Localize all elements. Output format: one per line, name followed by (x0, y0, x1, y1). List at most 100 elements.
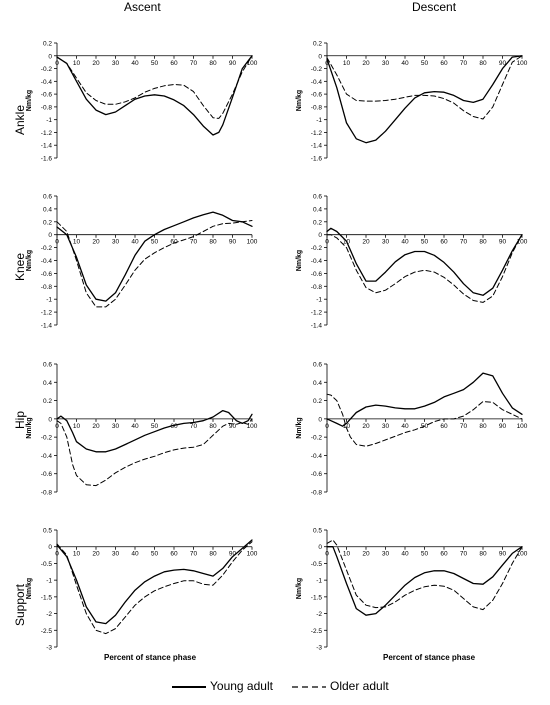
x-tick-label-knee-ascent: 50 (151, 239, 159, 246)
y-tick-label-hip-ascent: -0.6 (41, 471, 53, 478)
y-tick-label-support-ascent: -2.5 (41, 628, 53, 635)
y-tick-label-ankle-ascent: -1.6 (41, 156, 53, 163)
y-tick-label-support-ascent: 0.5 (43, 528, 52, 535)
x-tick-label-knee-descent: 90 (499, 239, 507, 246)
x-tick-label-knee-ascent: 100 (247, 239, 258, 246)
y-tick-label-support-ascent: 0 (48, 544, 52, 551)
y-tick-label-support-descent: -1 (316, 578, 322, 585)
x-tick-label-ankle-descent: 50 (421, 60, 429, 67)
x-tick-label-knee-descent: 80 (479, 239, 487, 246)
x-tick-label-support-descent: 40 (401, 551, 409, 558)
y-tick-label-hip-descent: -0.4 (311, 453, 323, 460)
y-tick-label-ankle-descent: -0.2 (311, 66, 323, 73)
y-tick-label-support-descent: -2.5 (311, 628, 323, 635)
y-tick-label-support-ascent: -1 (46, 578, 52, 585)
y-tick-label-knee-descent: -0.2 (311, 245, 323, 252)
x-tick-label-support-ascent: 90 (229, 551, 237, 558)
x-tick-label-support-ascent: 80 (209, 551, 217, 558)
y-tick-label-knee-descent: -0.8 (311, 284, 323, 291)
y-tick-label-support-descent: -1.5 (311, 594, 323, 601)
legend-solid-line-icon (172, 686, 206, 688)
y-tick-label-ankle-descent: 0 (318, 53, 322, 60)
y-tick-label-knee-descent: -0.6 (311, 271, 323, 278)
x-axis-title-ascent: Percent of stance phase (104, 653, 197, 662)
y-tick-label-knee-ascent: -1.4 (41, 323, 53, 330)
x-tick-label-knee-descent: 100 (517, 239, 528, 246)
x-tick-label-hip-descent: 30 (382, 423, 390, 430)
x-tick-label-hip-ascent: 0 (55, 423, 59, 430)
x-tick-label-hip-ascent: 50 (151, 423, 159, 430)
x-tick-label-ankle-ascent: 70 (190, 60, 198, 67)
y-tick-label-hip-ascent: 0.6 (43, 362, 52, 369)
x-tick-label-hip-descent: 20 (362, 423, 370, 430)
y-tick-label-ankle-ascent: 0.2 (43, 41, 52, 48)
x-tick-label-ankle-descent: 20 (362, 60, 370, 67)
x-tick-label-support-descent: 70 (460, 551, 468, 558)
y-tick-label-ankle-descent: -0.4 (311, 79, 323, 86)
x-tick-label-knee-ascent: 10 (73, 239, 81, 246)
y-tick-label-ankle-descent: -0.6 (311, 92, 323, 99)
x-tick-label-knee-descent: 20 (362, 239, 370, 246)
x-tick-label-support-ascent: 20 (92, 551, 100, 558)
x-tick-label-support-descent: 90 (499, 551, 507, 558)
x-tick-label-ankle-ascent: 100 (247, 60, 258, 67)
x-tick-label-knee-descent: 70 (460, 239, 468, 246)
x-tick-label-hip-descent: 80 (479, 423, 487, 430)
legend-label-older: Older adult (330, 679, 389, 693)
y-tick-label-ankle-descent: -1.6 (311, 156, 323, 163)
x-tick-label-ankle-ascent: 60 (170, 60, 178, 67)
x-tick-label-knee-ascent: 0 (55, 239, 59, 246)
x-tick-label-hip-ascent: 60 (170, 423, 178, 430)
x-tick-label-knee-descent: 60 (440, 239, 448, 246)
y-tick-label-ankle-descent: -1.4 (311, 143, 323, 150)
series-line-older-hip-descent (326, 393, 523, 447)
x-tick-label-ankle-ascent: 10 (73, 60, 81, 67)
y-tick-label-hip-ascent: 0.2 (43, 398, 52, 405)
x-tick-label-support-descent: 100 (517, 551, 528, 558)
y-tick-label-knee-descent: -1.2 (311, 310, 323, 317)
y-tick-label-hip-descent: 0.4 (313, 380, 322, 387)
y-tick-label-support-descent: -3 (316, 645, 322, 652)
x-tick-label-ankle-ascent: 20 (92, 60, 100, 67)
y-tick-label-support-ascent: -1.5 (41, 594, 53, 601)
x-tick-label-ankle-ascent: 30 (112, 60, 120, 67)
x-tick-label-support-ascent: 70 (190, 551, 198, 558)
x-tick-label-support-ascent: 100 (247, 551, 258, 558)
x-tick-label-knee-descent: 40 (401, 239, 409, 246)
x-tick-label-hip-descent: 90 (499, 423, 507, 430)
y-tick-label-knee-descent: -1 (316, 297, 322, 304)
x-tick-label-support-ascent: 50 (151, 551, 159, 558)
x-tick-label-support-descent: 60 (440, 551, 448, 558)
x-tick-label-hip-ascent: 10 (73, 423, 81, 430)
x-tick-label-knee-descent: 30 (382, 239, 390, 246)
row-title-knee: Knee (13, 252, 27, 282)
x-tick-label-hip-ascent: 40 (131, 423, 139, 430)
series-line-older-support-descent (326, 539, 523, 611)
x-tick-label-knee-ascent: 40 (131, 239, 139, 246)
x-tick-label-ankle-ascent: 80 (209, 60, 217, 67)
x-tick-label-support-descent: 0 (325, 551, 329, 558)
y-tick-label-hip-descent: 0.2 (313, 398, 322, 405)
x-tick-label-support-ascent: 10 (73, 551, 81, 558)
x-axis-title-descent: Percent of stance phase (383, 653, 476, 662)
series-line-older-ankle-ascent (56, 55, 253, 119)
y-tick-label-hip-ascent: 0.4 (43, 380, 52, 387)
x-tick-label-knee-descent: 0 (325, 239, 329, 246)
y-tick-label-knee-ascent: 0 (48, 232, 52, 239)
x-tick-label-ankle-descent: 10 (343, 60, 351, 67)
y-tick-label-knee-ascent: 0.4 (43, 206, 52, 213)
series-line-young-knee-ascent (56, 211, 253, 302)
y-tick-label-ankle-ascent: -1.4 (41, 143, 53, 150)
y-tick-label-knee-ascent: -0.8 (41, 284, 53, 291)
y-tick-label-support-descent: -2 (316, 611, 322, 618)
y-tick-label-knee-ascent: -1 (46, 297, 52, 304)
x-tick-label-hip-descent: 10 (343, 423, 351, 430)
unit-label-support-ascent: Nm/kg (26, 578, 33, 599)
y-tick-label-ankle-ascent: -1 (46, 117, 52, 124)
y-tick-label-ankle-ascent: -1.2 (41, 130, 53, 137)
series-line-young-ankle-ascent (56, 55, 253, 136)
x-tick-label-ankle-descent: 90 (499, 60, 507, 67)
x-tick-label-hip-ascent: 30 (112, 423, 120, 430)
series-line-young-support-descent (326, 546, 523, 616)
x-tick-label-ankle-descent: 60 (440, 60, 448, 67)
